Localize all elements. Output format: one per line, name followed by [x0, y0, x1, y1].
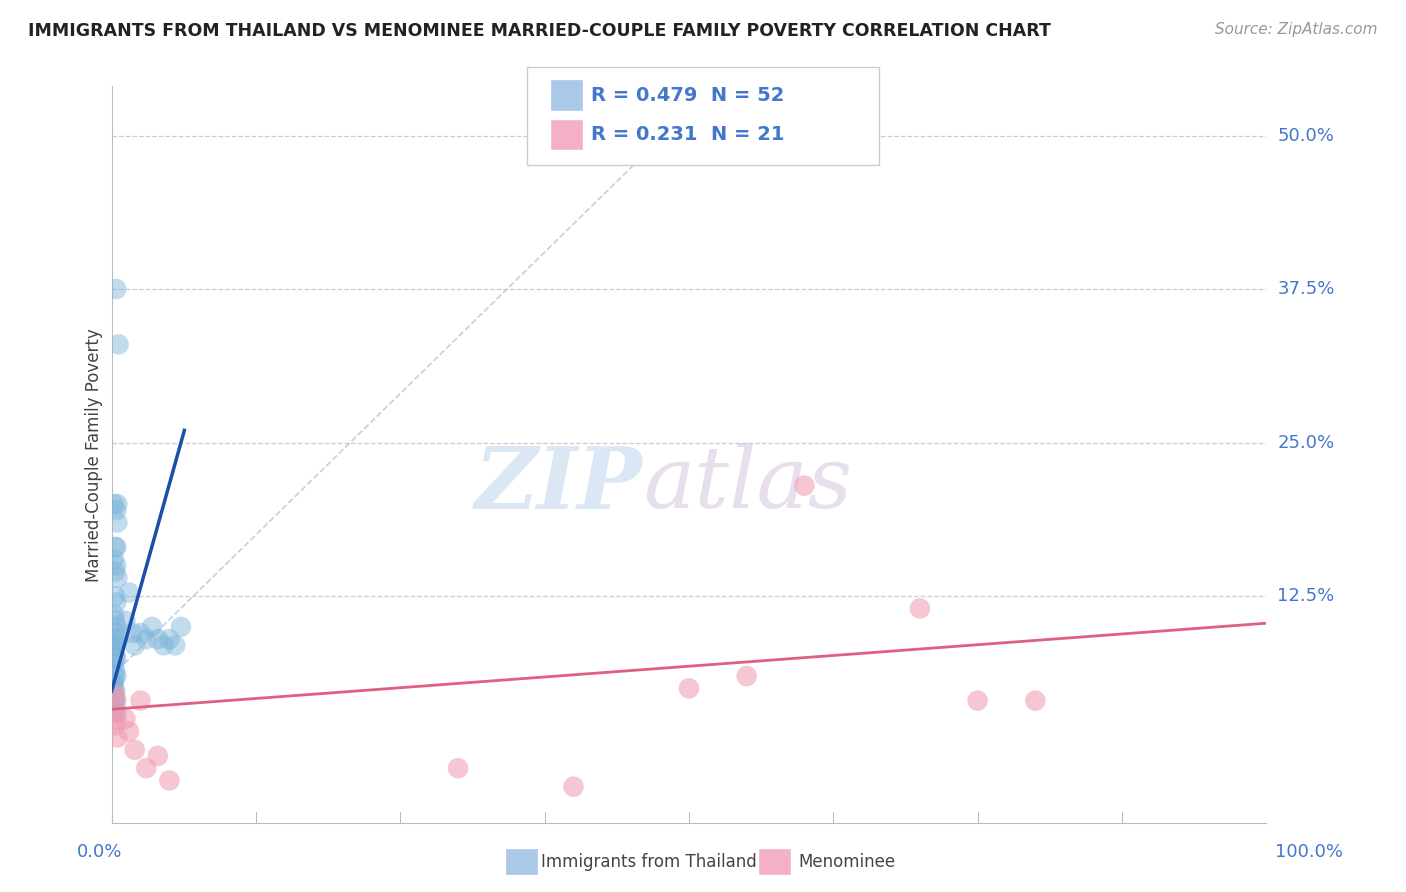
Point [104, 718, 127, 732]
Point [105, 650, 128, 665]
Point [104, 614, 127, 628]
Point [107, 571, 129, 585]
Point [146, 748, 169, 763]
Point [107, 337, 129, 351]
Point [114, 614, 136, 628]
Text: Immigrants from Thailand: Immigrants from Thailand [541, 853, 756, 871]
Point [104, 693, 127, 707]
Point [107, 497, 129, 511]
Point [104, 565, 127, 579]
Point [135, 632, 157, 647]
Text: IMMIGRANTS FROM THAILAND VS MENOMINEE MARRIED-COUPLE FAMILY POVERTY CORRELATION : IMMIGRANTS FROM THAILAND VS MENOMINEE MA… [28, 22, 1052, 40]
Point [103, 632, 125, 647]
Point [103, 644, 125, 658]
Point [107, 632, 129, 647]
Point [103, 552, 125, 566]
Point [101, 675, 124, 690]
Point [103, 607, 125, 622]
Point [104, 688, 127, 702]
Text: R = 0.231  N = 21: R = 0.231 N = 21 [591, 125, 785, 145]
Point [105, 558, 128, 573]
Point [141, 620, 163, 634]
Point [103, 703, 125, 717]
Point [447, 761, 470, 775]
Point [104, 638, 127, 652]
Y-axis label: Married-Couple Family Poverty: Married-Couple Family Poverty [86, 328, 103, 582]
Point [104, 540, 127, 554]
Point [1024, 693, 1046, 707]
Point [103, 696, 125, 710]
Text: Source: ZipAtlas.com: Source: ZipAtlas.com [1215, 22, 1378, 37]
Point [124, 743, 146, 757]
Point [105, 503, 128, 517]
Point [103, 688, 125, 702]
Point [104, 691, 127, 706]
Point [103, 681, 125, 696]
Point [562, 780, 585, 794]
Point [104, 638, 127, 652]
Point [105, 595, 128, 609]
Point [118, 724, 141, 739]
Point [157, 773, 180, 788]
Text: 0.0%: 0.0% [77, 843, 122, 861]
Text: 37.5%: 37.5% [1278, 280, 1334, 298]
Point [146, 632, 169, 647]
Point [105, 282, 128, 296]
Point [152, 638, 174, 652]
Point [105, 706, 128, 720]
Point [105, 669, 128, 683]
Point [118, 585, 141, 599]
Point [124, 638, 146, 652]
Point [103, 657, 125, 671]
Point [908, 601, 931, 615]
Point [157, 632, 180, 647]
Point [121, 626, 143, 640]
Point [107, 516, 129, 530]
Point [104, 589, 127, 603]
Point [170, 620, 193, 634]
Point [104, 650, 127, 665]
Point [104, 683, 127, 698]
Point [129, 626, 152, 640]
Text: 25.0%: 25.0% [1278, 434, 1334, 451]
Text: atlas: atlas [643, 443, 852, 525]
Point [129, 693, 152, 707]
Text: ZIP: ZIP [475, 442, 643, 526]
Point [105, 693, 128, 707]
Point [103, 497, 125, 511]
Point [105, 620, 128, 634]
Point [793, 478, 815, 492]
Point [103, 706, 125, 720]
Point [114, 712, 136, 726]
Point [735, 669, 758, 683]
Point [103, 675, 125, 690]
Point [104, 626, 127, 640]
Point [104, 669, 127, 683]
Point [104, 699, 127, 714]
Point [165, 638, 187, 652]
Text: 12.5%: 12.5% [1278, 587, 1334, 605]
Text: Menominee: Menominee [799, 853, 896, 871]
Point [104, 663, 127, 677]
Point [105, 712, 128, 726]
Point [678, 681, 700, 696]
Text: 100.0%: 100.0% [1275, 843, 1343, 861]
Text: R = 0.479  N = 52: R = 0.479 N = 52 [591, 86, 785, 105]
Text: 50.0%: 50.0% [1278, 127, 1334, 145]
Point [135, 761, 157, 775]
Point [107, 731, 129, 745]
Point [966, 693, 988, 707]
Point [105, 540, 128, 554]
